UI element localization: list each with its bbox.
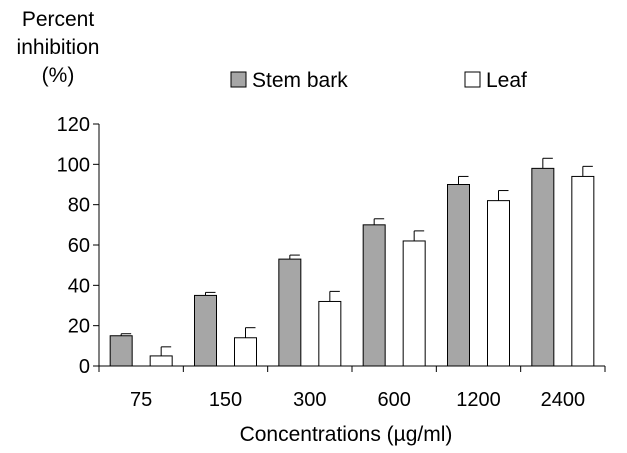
y-tick-label-0: 0 — [79, 356, 90, 378]
y-axis-title-line-1: Percent — [22, 8, 95, 31]
x-tick-label-75: 75 — [130, 389, 152, 411]
x-tick-label-600: 600 — [377, 389, 410, 411]
bar-leaf-1200 — [487, 200, 510, 367]
bar-leaf-300 — [318, 300, 342, 367]
bar-leaf-2400 — [571, 175, 595, 367]
bar-stem-bark-75 — [109, 335, 133, 367]
x-tick-label-150: 150 — [209, 389, 242, 411]
x-tick-label-1200: 1200 — [456, 389, 501, 411]
bar-stem-bark-300 — [278, 258, 302, 367]
bar-stem-bark-150 — [194, 294, 217, 367]
y-axis-title: Percent inhibition (%) — [17, 8, 100, 87]
bar-stem-bark-600 — [362, 224, 386, 367]
y-tick-label-40: 40 — [68, 275, 90, 297]
bar-stem-bark-2400 — [531, 167, 555, 367]
plot-area: 0 20 40 60 80 100 120 75 150 300 600 1200 2400 — [57, 114, 606, 411]
bar-leaf-150 — [234, 337, 257, 367]
legend-swatch-stem-bark — [230, 71, 247, 88]
y-axis-title-line-3: (%) — [42, 64, 75, 87]
legend-swatch-leaf — [464, 71, 481, 88]
y-axis-title-line-2: inhibition — [17, 36, 100, 59]
bar-leaf-600 — [402, 240, 426, 367]
y-tick-label-20: 20 — [68, 316, 90, 338]
bar-stem-bark-1200 — [447, 184, 470, 367]
x-tick-label-2400: 2400 — [541, 389, 586, 411]
y-tick-label-80: 80 — [68, 195, 90, 217]
y-tick-label-60: 60 — [68, 235, 90, 257]
x-axis-title: Concentrations (µg/ml) — [240, 423, 453, 446]
y-tick-label-100: 100 — [57, 154, 90, 176]
legend: Stem bark Leaf — [230, 69, 527, 92]
bar-leaf-75 — [149, 355, 173, 367]
legend-label-leaf: Leaf — [486, 69, 527, 92]
x-tick-label-300: 300 — [293, 389, 326, 411]
y-tick-label-120: 120 — [57, 114, 90, 136]
legend-label-stem-bark: Stem bark — [252, 69, 348, 92]
